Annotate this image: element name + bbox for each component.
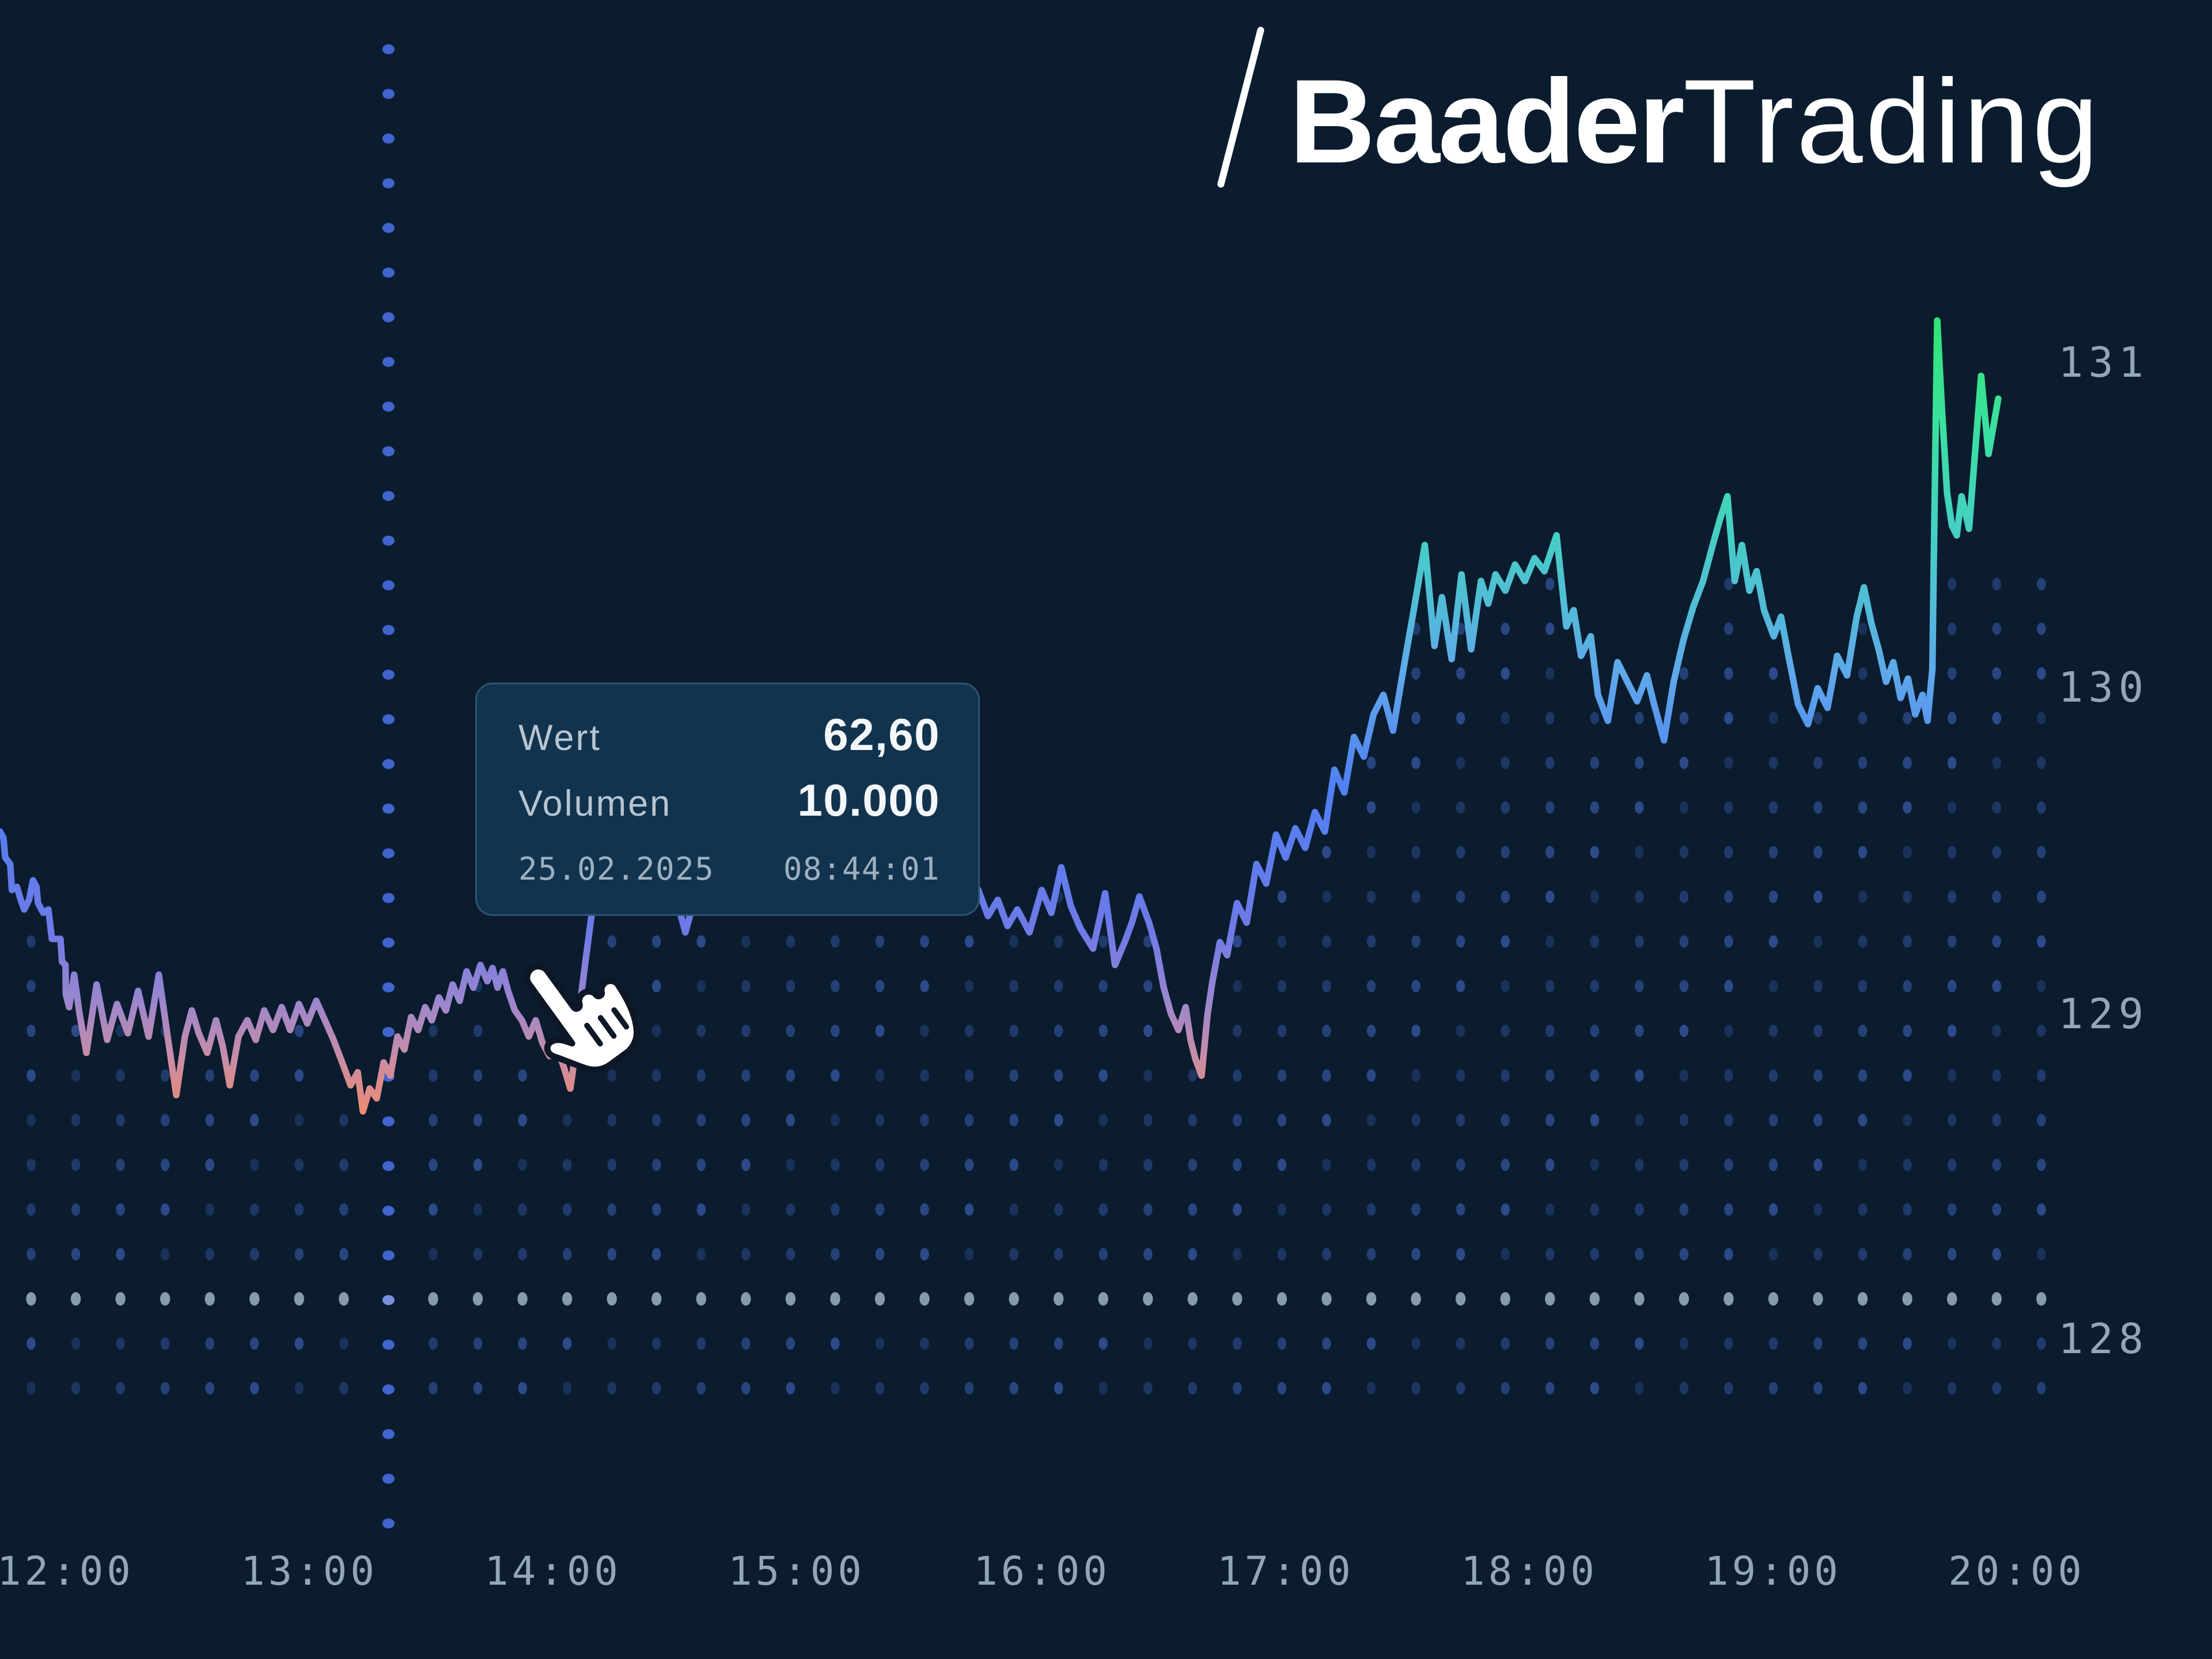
dot-grid <box>26 578 2047 1395</box>
x-tick-14: 14:00 <box>484 1550 622 1595</box>
logo-text: BaaderTrading <box>1289 62 2101 181</box>
logo-slash-icon <box>1217 26 1264 188</box>
tooltip-date: 25.02.2025 <box>518 852 715 888</box>
x-tick-16: 16:00 <box>974 1550 1111 1595</box>
y-tick-130: 130 <box>2058 664 2149 712</box>
tooltip-value-volumen: 10.000 <box>797 774 940 826</box>
tooltip-time: 08:44:01 <box>783 852 940 888</box>
tooltip-value-wert: 62,60 <box>823 709 940 760</box>
x-tick-18: 18:00 <box>1461 1550 1598 1595</box>
tooltip-label-wert: Wert <box>518 719 601 759</box>
y-tick-131: 131 <box>2058 339 2149 387</box>
brand-logo: BaaderTrading <box>1210 14 2203 194</box>
x-tick-13: 13:00 <box>241 1550 378 1595</box>
vertical-dotted-line <box>382 44 395 1529</box>
logo-word-bold: Baader <box>1289 55 1685 188</box>
x-tick-20: 20:00 <box>1948 1550 2085 1595</box>
price-line <box>0 317 2002 1115</box>
x-tick-12: 12:00 <box>0 1550 134 1595</box>
logo-word-light: Trading <box>1683 55 2101 188</box>
hand-cursor-icon[interactable] <box>482 956 640 1118</box>
tooltip-label-volumen: Volumen <box>518 785 672 824</box>
chart-tooltip: Wert 62,60 Volumen 10.000 25.02.2025 08:… <box>475 683 980 916</box>
y-tick-128: 128 <box>2058 1315 2149 1363</box>
x-tick-19: 19:00 <box>1705 1550 1842 1595</box>
x-tick-17: 17:00 <box>1217 1550 1354 1595</box>
x-tick-15: 15:00 <box>728 1550 865 1595</box>
y-tick-129: 129 <box>2058 990 2149 1039</box>
